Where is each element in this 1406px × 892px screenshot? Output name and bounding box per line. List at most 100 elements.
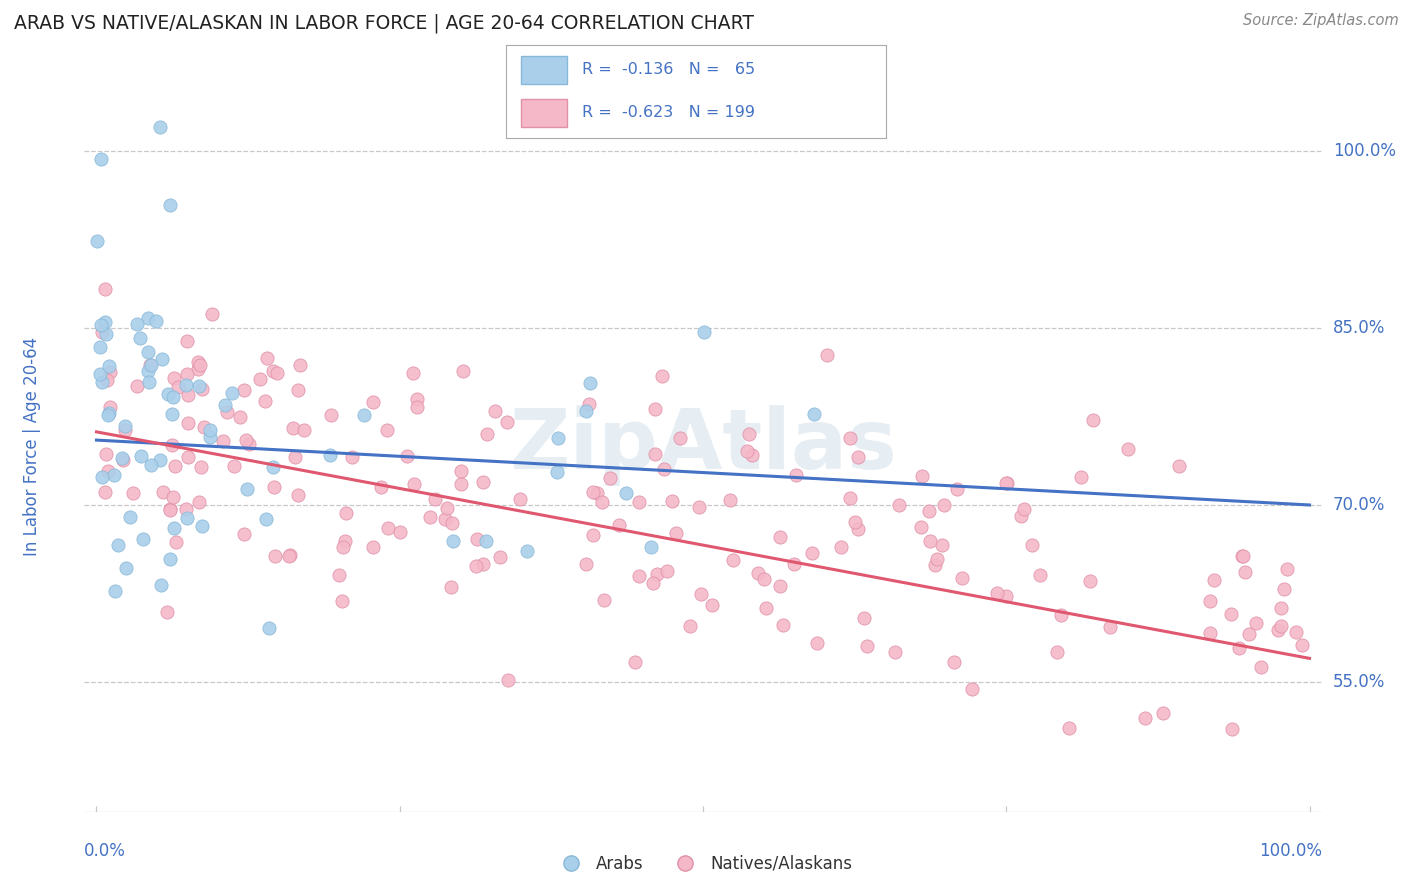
Point: [221, 385, 243, 400]
FancyBboxPatch shape: [522, 56, 567, 84]
Point: [159, 503, 181, 517]
Point: [962, 682, 984, 697]
Point: [278, 548, 301, 562]
Point: [465, 558, 488, 573]
Point: [690, 587, 713, 601]
Point: [86, 234, 108, 248]
Point: [176, 334, 198, 349]
Point: [769, 579, 792, 593]
Point: [187, 355, 209, 369]
Point: [91, 375, 114, 389]
Point: [401, 366, 423, 380]
Point: [801, 546, 824, 560]
Point: [755, 601, 778, 615]
Point: [188, 495, 211, 509]
Point: [156, 605, 179, 619]
Point: [806, 636, 828, 650]
Point: [122, 485, 145, 500]
Point: [815, 347, 838, 361]
Point: [627, 569, 650, 583]
Point: [287, 488, 309, 502]
Point: [145, 314, 167, 328]
Point: [1272, 582, 1295, 596]
Point: [97, 406, 120, 420]
Point: [1267, 624, 1289, 638]
Point: [994, 476, 1017, 491]
Point: [582, 528, 605, 542]
Point: [737, 427, 759, 442]
Point: [162, 390, 184, 404]
Point: [1152, 706, 1174, 720]
Point: [1220, 723, 1243, 737]
Text: ARAB VS NATIVE/ALASKAN IN LABOR FORCE | AGE 20-64 CORRELATION CHART: ARAB VS NATIVE/ALASKAN IN LABOR FORCE | …: [14, 13, 754, 33]
Point: [290, 358, 312, 372]
Point: [1168, 459, 1191, 474]
Point: [547, 431, 569, 445]
Point: [187, 361, 209, 376]
Point: [176, 367, 198, 381]
Point: [747, 566, 769, 581]
Point: [741, 448, 763, 462]
Point: [509, 492, 531, 507]
Point: [224, 459, 246, 474]
Point: [193, 420, 215, 434]
Point: [592, 592, 614, 607]
Point: [995, 589, 1018, 603]
Point: [785, 468, 807, 483]
Point: [138, 375, 160, 389]
Point: [136, 344, 159, 359]
Text: R =  -0.136   N =   65: R = -0.136 N = 65: [582, 62, 755, 78]
Point: [441, 534, 464, 549]
Point: [89, 340, 111, 354]
Point: [910, 519, 932, 533]
Text: In Labor Force | Age 20-64: In Labor Force | Age 20-64: [22, 336, 41, 556]
Point: [91, 325, 114, 339]
Point: [91, 469, 114, 483]
Point: [419, 510, 441, 524]
Point: [89, 367, 111, 381]
Point: [700, 598, 723, 612]
Point: [578, 376, 600, 390]
Point: [281, 421, 304, 435]
Point: [97, 464, 120, 478]
Point: [607, 517, 630, 532]
Point: [402, 476, 425, 491]
Point: [1227, 640, 1250, 655]
Point: [98, 400, 121, 414]
Point: [114, 424, 136, 438]
Point: [96, 373, 118, 387]
Point: [389, 524, 412, 539]
Point: [94, 447, 117, 461]
Text: R =  -0.623   N = 199: R = -0.623 N = 199: [582, 105, 755, 120]
Point: [149, 578, 172, 592]
Point: [319, 409, 342, 423]
Point: [1275, 562, 1298, 576]
Point: [188, 358, 211, 372]
Point: [924, 558, 946, 573]
Point: [236, 482, 259, 496]
Point: [641, 576, 664, 591]
Point: [472, 475, 495, 489]
Point: [283, 450, 305, 465]
Point: [141, 359, 163, 373]
Point: [157, 387, 180, 401]
Point: [361, 394, 384, 409]
Point: [578, 397, 600, 411]
Point: [436, 501, 458, 516]
Point: [920, 534, 942, 549]
Point: [477, 427, 499, 442]
Point: [1098, 620, 1121, 634]
Point: [187, 379, 209, 393]
Point: [405, 401, 427, 415]
Text: 55.0%: 55.0%: [1333, 673, 1385, 691]
Point: [498, 673, 520, 687]
Point: [177, 388, 200, 402]
Point: [496, 415, 519, 429]
Point: [769, 531, 792, 545]
Point: [259, 621, 281, 635]
Point: [640, 540, 662, 554]
Point: [191, 519, 214, 533]
Point: [624, 656, 647, 670]
Point: [149, 120, 172, 135]
Point: [423, 491, 446, 506]
